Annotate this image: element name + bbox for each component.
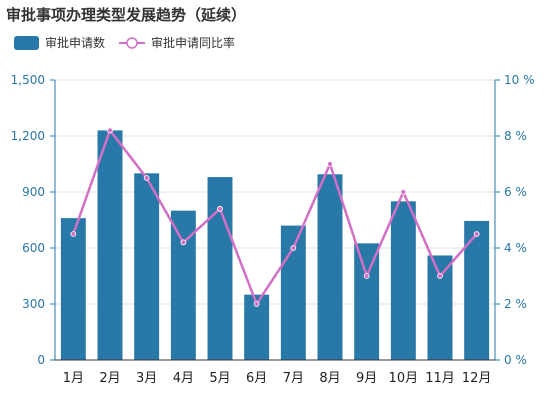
x-tick-label: 8月 <box>319 371 340 386</box>
bar <box>317 174 343 360</box>
x-tick-label: 7月 <box>283 371 304 386</box>
legend-swatch-line <box>119 36 146 49</box>
x-tick-label: 9月 <box>356 371 377 386</box>
yoy-rate-point <box>290 245 297 251</box>
y-right-tick-label: 8 % <box>504 129 527 143</box>
x-tick-label: 4月 <box>173 371 194 386</box>
x-tick-label: 5月 <box>209 371 230 386</box>
bar <box>207 177 233 360</box>
yoy-rate-point <box>327 161 333 167</box>
yoy-rate-point <box>70 231 77 237</box>
x-tick-label: 6月 <box>246 371 267 386</box>
legend-swatch-bar <box>14 35 39 50</box>
x-tick-label: 11月 <box>425 371 455 386</box>
x-tick-label: 2月 <box>99 371 120 386</box>
legend-item-line[interactable]: 审批申请同比率 <box>119 34 235 51</box>
y-right-tick-label: 6 % <box>504 185 527 199</box>
bar-layer <box>60 130 490 360</box>
y-left-tick-label: 1,500 <box>11 73 45 87</box>
bar <box>97 130 123 360</box>
yoy-rate-point <box>473 231 480 237</box>
yoy-rate-point <box>437 273 443 279</box>
yoy-rate-point <box>143 175 150 181</box>
bar <box>354 243 380 360</box>
legend-label-line: 审批申请同比率 <box>151 36 236 50</box>
y-left-tick-label: 900 <box>22 185 45 199</box>
y-right-tick-label: 0 % <box>504 353 527 367</box>
bar <box>60 218 86 360</box>
chart-title: 审批事项办理类型发展趋势（延续） <box>6 6 247 24</box>
yoy-rate-point <box>217 205 223 212</box>
grid-layer <box>55 79 495 305</box>
yoy-rate-line <box>72 129 478 306</box>
bar <box>464 220 490 360</box>
yoy-rate-point <box>107 127 113 134</box>
bar <box>390 201 416 360</box>
legend: 审批申请数 审批申请同比率 <box>14 34 249 51</box>
legend-item-bar[interactable]: 审批申请数 <box>14 34 105 51</box>
x-tick-label: 10月 <box>389 371 419 386</box>
y-right-tick-label: 4 % <box>504 241 527 255</box>
bar <box>134 173 160 360</box>
y-left-tick-label: 300 <box>22 297 45 311</box>
line-layer <box>70 127 480 307</box>
axis-layer: 0 300 600 900 1,200 1,500 0 % 2 % 4 % 6 % 8 % 10 % 1… <box>11 73 535 386</box>
y-left-tick-label: 0 <box>37 353 45 367</box>
yoy-rate-point <box>180 239 187 246</box>
legend-label-bar: 审批申请数 <box>45 36 106 50</box>
yoy-rate-point <box>253 301 260 307</box>
x-tick-label: 3月 <box>136 371 157 386</box>
y-right-tick-label: 10 % <box>504 73 535 87</box>
x-tick-label: 12月 <box>462 371 492 386</box>
x-tick-label: 1月 <box>63 371 84 386</box>
y-right-tick-label: 2 % <box>504 297 527 311</box>
y-left-tick-label: 600 <box>22 241 45 255</box>
y-left-tick-label: 1,200 <box>11 129 45 143</box>
yoy-rate-point <box>400 189 407 195</box>
bar <box>427 255 453 360</box>
yoy-rate-point <box>363 273 370 279</box>
